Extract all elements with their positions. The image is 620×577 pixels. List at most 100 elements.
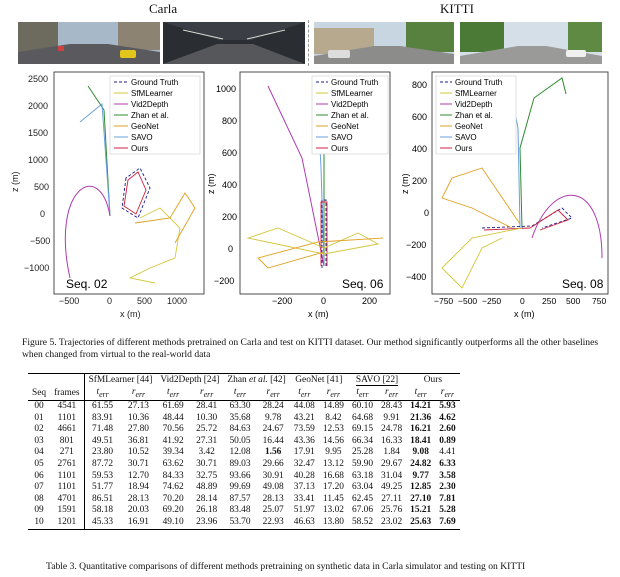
legend-label: GeoNet bbox=[331, 122, 359, 131]
col-r-err: rerr bbox=[189, 386, 224, 402]
table-cell: 74.62 bbox=[162, 482, 184, 493]
table-cell: 05 bbox=[34, 459, 44, 470]
col-t-err: terr bbox=[84, 386, 121, 402]
table-cell: 60.10 bbox=[351, 401, 374, 412]
table-row: 09 1591 58.18 20.03 69.20 26.18 83.48 25.07 51.9… bbox=[28, 505, 460, 517]
table-cell: 9.08 bbox=[412, 447, 429, 458]
table-cell: 14.21 bbox=[410, 401, 432, 412]
legend-label: Ours bbox=[131, 144, 148, 153]
results-table: Seq frames SfMLearner [44] Vid2Depth [24… bbox=[28, 372, 460, 530]
xlabel: x (m) bbox=[514, 309, 535, 319]
table-cell: 28.13 bbox=[127, 493, 149, 504]
table-cell: 73.59 bbox=[293, 424, 315, 435]
table-cell: 2.30 bbox=[439, 482, 456, 493]
table-cell: 49.25 bbox=[381, 482, 403, 493]
legend-label: GeoNet bbox=[455, 122, 483, 131]
trajectory-geonet bbox=[257, 237, 384, 269]
table-row: 00 4541 61.55 27.13 61.69 28.41 63.30 28.24 44.0… bbox=[28, 400, 460, 413]
trajectory-savo bbox=[79, 103, 111, 217]
carla-street-image bbox=[18, 22, 160, 64]
table-cell: 31.04 bbox=[381, 470, 403, 481]
table-cell: 1101 bbox=[50, 412, 85, 425]
table-cell: 30.91 bbox=[262, 470, 284, 481]
table-cell: 69.20 bbox=[162, 505, 184, 516]
legend-label: Vid2Depth bbox=[455, 100, 492, 109]
col-r-err: rerr bbox=[120, 386, 157, 402]
table-cell: 29.66 bbox=[262, 459, 284, 470]
method-header: Vid2Depth [24] bbox=[156, 372, 224, 387]
col-frames: frames bbox=[50, 372, 85, 402]
table-cell: 43.36 bbox=[293, 435, 315, 446]
tick-label: 200 bbox=[222, 212, 237, 222]
table-cell: 25.72 bbox=[196, 424, 218, 435]
trajectory-sfmlearner bbox=[441, 227, 523, 289]
table-row: 06 1101 59.53 12.70 84.33 32.75 93.66 30.91 40.2… bbox=[28, 470, 460, 483]
table-cell: 18.94 bbox=[127, 482, 149, 493]
table-cell: 20.03 bbox=[127, 505, 149, 516]
tick-label: 800 bbox=[412, 80, 427, 90]
legend-label: SAVO bbox=[331, 133, 353, 142]
seq-label: Seq. 02 bbox=[66, 277, 108, 291]
legend-label: Ground Truth bbox=[131, 78, 178, 87]
table-cell: 69.15 bbox=[351, 424, 374, 435]
table-cell: 10.30 bbox=[196, 412, 218, 423]
table-cell: 49.10 bbox=[156, 517, 190, 530]
trajectory-ours bbox=[320, 201, 328, 266]
col-seq: Seq bbox=[28, 372, 51, 402]
table-cell: 39.34 bbox=[162, 447, 184, 458]
table-cell: 23.80 bbox=[92, 447, 114, 458]
table-cell: 30.71 bbox=[196, 459, 218, 470]
legend-label: Zhan et al. bbox=[455, 111, 493, 120]
table-cell: 70.20 bbox=[162, 493, 184, 504]
col-r-err: rerr bbox=[435, 386, 460, 402]
dataset-divider bbox=[308, 20, 309, 66]
tick-label: 0 bbox=[424, 208, 429, 218]
tick-label: 400 bbox=[412, 144, 427, 154]
tick-label: −200 bbox=[272, 296, 292, 306]
legend-label: Ground Truth bbox=[331, 78, 378, 87]
tick-label: −250 bbox=[482, 296, 501, 306]
table-cell: 89.03 bbox=[229, 459, 251, 470]
axes-frame bbox=[239, 71, 391, 295]
tick-label: 800 bbox=[222, 116, 237, 126]
table-cell: 99.69 bbox=[229, 482, 251, 493]
table-cell: 58.52 bbox=[347, 517, 378, 530]
trajectory-ground-truth bbox=[481, 207, 573, 229]
table-cell: 83.48 bbox=[229, 505, 251, 516]
table-cell: 26.18 bbox=[196, 505, 218, 516]
axes-frame bbox=[431, 71, 609, 295]
table-cell: 16.44 bbox=[262, 435, 284, 446]
col-t-err: terr bbox=[406, 386, 436, 402]
table-cell: 1201 bbox=[50, 517, 85, 530]
tick-label: 750 bbox=[592, 296, 606, 306]
legend-label: SAVO bbox=[455, 133, 477, 142]
trajectory-plot-seq08: 800 600 400 200 0 −200 −400 z (m) −750 −… bbox=[400, 68, 614, 320]
table-row: 08 4701 86.51 28.13 70.20 28.14 87.57 28.13 33.4… bbox=[28, 493, 460, 506]
col-r-err: rerr bbox=[318, 386, 348, 402]
legend-label: Vid2Depth bbox=[131, 100, 168, 109]
table-cell: 11.45 bbox=[323, 493, 344, 504]
table-cell: 3.42 bbox=[198, 447, 215, 458]
table-cell: 18.41 bbox=[410, 435, 432, 446]
table-cell: 2761 bbox=[50, 459, 85, 471]
tick-label: 2500 bbox=[28, 74, 48, 84]
table-cell: 4661 bbox=[50, 424, 85, 436]
table-cell: 87.57 bbox=[229, 493, 251, 504]
table-row: 07 1101 51.77 18.94 74.62 48.89 99.69 49.08 37.1… bbox=[28, 482, 460, 494]
tick-label: −200 bbox=[214, 276, 234, 286]
ylabel: z (m) bbox=[10, 172, 20, 193]
method-header: SfMLearner [44] bbox=[84, 372, 157, 387]
table-cell: 22.93 bbox=[256, 517, 290, 530]
table-cell: 13.02 bbox=[322, 505, 344, 516]
table-cell: 06 bbox=[34, 470, 44, 481]
tick-label: −400 bbox=[406, 272, 426, 282]
legend-label: Zhan et al. bbox=[331, 111, 369, 120]
table-cell: 271 bbox=[50, 447, 85, 460]
table-cell: 10.52 bbox=[127, 447, 149, 458]
table-cell: 67.06 bbox=[351, 505, 374, 516]
tick-label: 0 bbox=[321, 296, 326, 306]
tick-label: 0 bbox=[520, 296, 525, 306]
col-t-err: terr bbox=[156, 386, 190, 402]
tick-label: 0 bbox=[228, 244, 233, 254]
table-cell: 61.55 bbox=[92, 401, 114, 412]
